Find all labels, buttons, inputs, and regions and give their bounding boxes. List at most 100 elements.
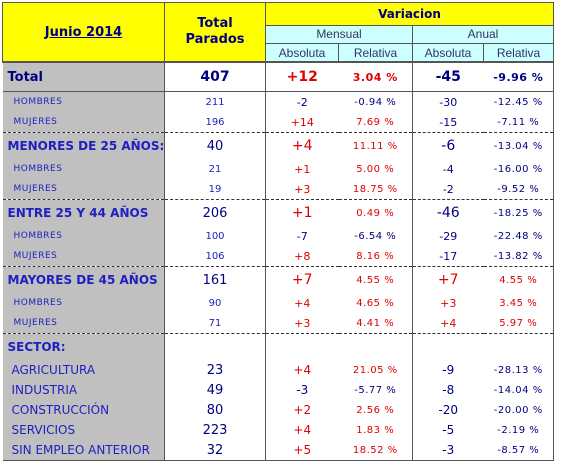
mensual-absoluta-cell: +4 bbox=[265, 132, 339, 159]
anual-relativa-cell: 3.45 % bbox=[483, 293, 554, 313]
anual-absoluta-cell: -20 bbox=[412, 400, 484, 420]
row-label: CONSTRUCCIÓN bbox=[2, 400, 165, 420]
mensual-absoluta-header: Absoluta bbox=[265, 43, 339, 63]
anual-relativa-cell: -13.04 % bbox=[483, 132, 554, 159]
table-row: ENTRE 25 Y 44 AÑOS 206 +1 0.49 % -46 -18.25 % bbox=[2, 199, 554, 226]
mensual-absoluta-cell: +1 bbox=[265, 199, 339, 226]
table-row: MENORES DE 25 AÑOS: 40 +4 11.11 % -6 -13.04 % bbox=[2, 132, 554, 159]
mensual-absoluta-cell: -3 bbox=[265, 380, 339, 400]
anual-relativa-cell: 4.55 % bbox=[483, 266, 554, 293]
table-row: AGRICULTURA 23 +4 21.05 % -9 -28.13 % bbox=[2, 360, 554, 380]
anual-relativa-cell: -2.19 % bbox=[483, 420, 554, 440]
mensual-relativa-cell: 4.41 % bbox=[338, 313, 413, 334]
anual-absoluta-cell: -5 bbox=[412, 420, 484, 440]
mensual-absoluta-cell: +7 bbox=[265, 266, 339, 293]
mensual-relativa-cell: 18.52 % bbox=[338, 440, 413, 461]
anual-relativa-cell: -22.48 % bbox=[483, 226, 554, 246]
anual-absoluta-cell: +7 bbox=[412, 266, 484, 293]
anual-absoluta-cell: -45 bbox=[412, 61, 484, 92]
mensual-absoluta-cell: -7 bbox=[265, 226, 339, 246]
mensual-absoluta-cell: +4 bbox=[265, 360, 339, 380]
table-row: MUJERES 196 +14 7.69 % -15 -7.11 % bbox=[2, 112, 554, 133]
mensual-relativa-cell: 5.00 % bbox=[338, 159, 413, 179]
table-row: SERVICIOS 223 +4 1.83 % -5 -2.19 % bbox=[2, 420, 554, 440]
anual-absoluta-cell: -2 bbox=[412, 179, 484, 200]
mensual-relativa-cell: 4.55 % bbox=[338, 266, 413, 293]
table-row: Total 407 +12 3.04 % -45 -9.96 % bbox=[2, 61, 554, 92]
table-row: MAYORES DE 45 AÑOS 161 +7 4.55 % +7 4.55 % bbox=[2, 266, 554, 293]
anual-relativa-cell: -12.45 % bbox=[483, 91, 554, 112]
mensual-relativa-cell: -6.54 % bbox=[338, 226, 413, 246]
mensual-relativa-cell: -5.77 % bbox=[338, 380, 413, 400]
parados-label: Parados bbox=[185, 32, 245, 47]
total-parados-cell: 211 bbox=[164, 91, 266, 112]
total-parados-cell: 21 bbox=[164, 159, 266, 179]
total-parados-cell: 106 bbox=[164, 246, 266, 267]
anual-relativa-header: Relativa bbox=[483, 43, 554, 63]
row-label: MUJERES bbox=[2, 179, 165, 200]
anual-relativa-cell bbox=[483, 333, 554, 360]
total-parados-cell: 90 bbox=[164, 293, 266, 313]
anual-relativa-cell: -14.04 % bbox=[483, 380, 554, 400]
variacion-header: Variacion bbox=[265, 2, 554, 26]
row-label: HOMBRES bbox=[2, 293, 165, 313]
table-row: INDUSTRIA 49 -3 -5.77 % -8 -14.04 % bbox=[2, 380, 554, 400]
row-label: MENORES DE 25 AÑOS: bbox=[2, 132, 165, 159]
anual-absoluta-cell: -6 bbox=[412, 132, 484, 159]
anual-absoluta-cell: -8 bbox=[412, 380, 484, 400]
anual-absoluta-cell: -30 bbox=[412, 91, 484, 112]
anual-relativa-cell: 5.97 % bbox=[483, 313, 554, 334]
row-label: SECTOR: bbox=[2, 333, 165, 360]
row-label: SIN EMPLEO ANTERIOR bbox=[2, 440, 165, 461]
row-label: INDUSTRIA bbox=[2, 380, 165, 400]
total-parados-cell: 80 bbox=[164, 400, 266, 420]
mensual-relativa-cell bbox=[338, 333, 413, 360]
mensual-relativa-cell: 18.75 % bbox=[338, 179, 413, 200]
anual-relativa-cell: -28.13 % bbox=[483, 360, 554, 380]
row-label: MUJERES bbox=[2, 313, 165, 334]
anual-absoluta-cell: +4 bbox=[412, 313, 484, 334]
anual-absoluta-cell: -46 bbox=[412, 199, 484, 226]
anual-absoluta-cell: -4 bbox=[412, 159, 484, 179]
total-parados-cell: 71 bbox=[164, 313, 266, 334]
table-row: MUJERES 71 +3 4.41 % +4 5.97 % bbox=[2, 313, 554, 334]
anual-relativa-cell: -20.00 % bbox=[483, 400, 554, 420]
table-row: SIN EMPLEO ANTERIOR 32 +5 18.52 % -3 -8.57 % bbox=[2, 440, 554, 461]
total-label: Total bbox=[197, 16, 233, 31]
anual-relativa-cell: -8.57 % bbox=[483, 440, 554, 461]
total-parados-cell bbox=[164, 333, 266, 360]
row-label: Total bbox=[2, 61, 165, 92]
total-parados-cell: 161 bbox=[164, 266, 266, 293]
total-parados-cell: 32 bbox=[164, 440, 266, 461]
table-row: CONSTRUCCIÓN 80 +2 2.56 % -20 -20.00 % bbox=[2, 400, 554, 420]
mensual-relativa-cell: 4.65 % bbox=[338, 293, 413, 313]
mensual-absoluta-cell: +1 bbox=[265, 159, 339, 179]
anual-relativa-cell: -13.82 % bbox=[483, 246, 554, 267]
anual-relativa-cell: -9.52 % bbox=[483, 179, 554, 200]
mensual-absoluta-cell: +2 bbox=[265, 400, 339, 420]
anual-absoluta-cell: -15 bbox=[412, 112, 484, 133]
anual-absoluta-header: Absoluta bbox=[412, 43, 484, 63]
total-parados-cell: 196 bbox=[164, 112, 266, 133]
anual-absoluta-cell: -17 bbox=[412, 246, 484, 267]
anual-relativa-cell: -7.11 % bbox=[483, 112, 554, 133]
total-parados-cell: 206 bbox=[164, 199, 266, 226]
mensual-absoluta-cell: +3 bbox=[265, 313, 339, 334]
anual-absoluta-cell: +3 bbox=[412, 293, 484, 313]
table-row: MUJERES 106 +8 8.16 % -17 -13.82 % bbox=[2, 246, 554, 267]
anual-absoluta-cell bbox=[412, 333, 484, 360]
mensual-relativa-cell: 3.04 % bbox=[338, 61, 413, 92]
mensual-relativa-cell: 2.56 % bbox=[338, 400, 413, 420]
row-label: MUJERES bbox=[2, 246, 165, 267]
table-row: HOMBRES 211 -2 -0.94 % -30 -12.45 % bbox=[2, 91, 554, 112]
table-row: MUJERES 19 +3 18.75 % -2 -9.52 % bbox=[2, 179, 554, 200]
anual-relativa-cell: -18.25 % bbox=[483, 199, 554, 226]
mensual-absoluta-cell: +12 bbox=[265, 61, 339, 92]
row-label: MUJERES bbox=[2, 112, 165, 133]
period-title: Junio 2014 bbox=[2, 2, 165, 63]
mensual-absoluta-cell: +8 bbox=[265, 246, 339, 267]
row-label: HOMBRES bbox=[2, 226, 165, 246]
table-row: HOMBRES 90 +4 4.65 % +3 3.45 % bbox=[2, 293, 554, 313]
mensual-absoluta-cell: +4 bbox=[265, 293, 339, 313]
total-parados-cell: 407 bbox=[164, 61, 266, 92]
